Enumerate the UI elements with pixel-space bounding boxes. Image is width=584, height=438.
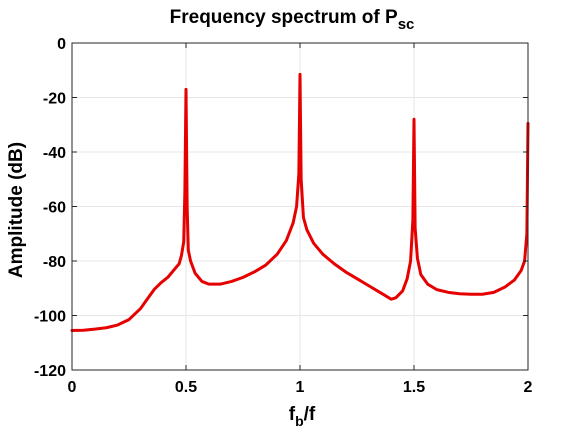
x-label-main: f [289,404,296,425]
x-tick-label: 1.5 [403,379,425,396]
y-tick-label: 0 [57,36,66,53]
x-tick-label: 0 [68,379,77,396]
x-label-suffix: /f [304,404,316,425]
y-tick-label: -80 [43,254,66,271]
x-tick-label: 0.5 [175,379,197,396]
y-tick-label: -120 [34,363,66,380]
y-tick-label: -20 [43,91,66,108]
y-tick-label: -60 [43,200,66,217]
x-axis-label: fb/f [289,404,316,429]
title-subscript: sc [398,16,415,33]
title-main: Frequency spectrum of P [170,7,398,28]
x-tick-label: 2 [524,379,533,396]
series-line [70,72,530,332]
y-axis-label: Amplitude (dB) [6,142,27,278]
x-tick-label: 1 [296,379,305,396]
y-tick-label: -40 [43,145,66,162]
y-tick-label: -100 [34,309,66,326]
ticks: 0 0.5 1 1.5 2 0 -20 -40 -60 -80 -100 -120 [34,36,533,396]
chart-title: Frequency spectrum of Psc [170,7,415,33]
x-label-subscript: b [295,413,304,429]
